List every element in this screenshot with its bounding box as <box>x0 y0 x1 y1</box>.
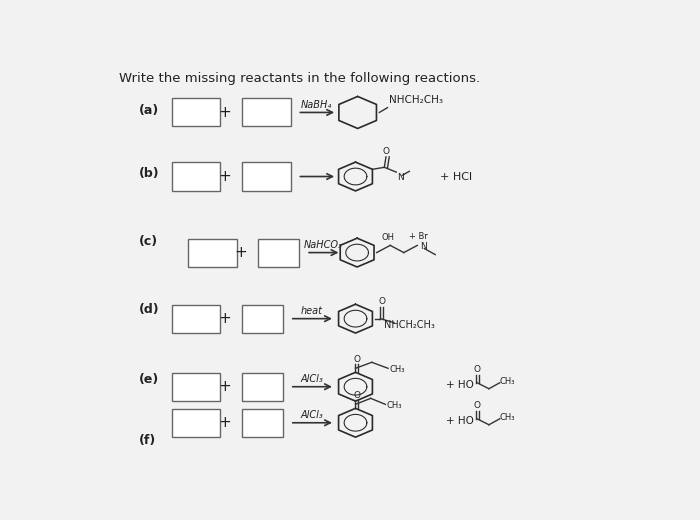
Text: O: O <box>353 355 360 363</box>
Text: O: O <box>473 401 480 410</box>
Text: (c): (c) <box>139 235 158 248</box>
Text: O: O <box>353 391 360 399</box>
Text: + HCl: + HCl <box>440 172 473 181</box>
Text: ⁻: ⁻ <box>424 233 428 239</box>
Text: CH₃: CH₃ <box>386 400 402 410</box>
Bar <box>242 305 283 333</box>
Text: OH: OH <box>381 233 394 242</box>
Bar <box>258 239 299 267</box>
Bar <box>242 373 283 401</box>
Text: CH₃: CH₃ <box>500 378 515 386</box>
Bar <box>242 409 283 437</box>
Text: +: + <box>218 169 231 184</box>
Text: NaBH₄: NaBH₄ <box>301 100 332 110</box>
Text: O: O <box>378 297 385 306</box>
Bar <box>188 239 237 267</box>
Text: +: + <box>218 311 231 326</box>
Text: NaHCO₃: NaHCO₃ <box>304 240 343 250</box>
Text: CH₃: CH₃ <box>500 413 515 422</box>
Text: + Br: + Br <box>410 231 428 241</box>
Text: Write the missing reactants in the following reactions.: Write the missing reactants in the follo… <box>119 72 480 85</box>
Bar <box>172 98 220 126</box>
Bar <box>242 98 291 126</box>
Text: (a): (a) <box>139 105 160 118</box>
Text: +: + <box>218 415 231 430</box>
Text: (d): (d) <box>139 303 160 316</box>
Bar <box>172 305 220 333</box>
Text: NHCH₂CH₃: NHCH₂CH₃ <box>384 320 435 330</box>
Text: NHCH₂CH₃: NHCH₂CH₃ <box>389 95 443 105</box>
Text: (f): (f) <box>139 434 156 447</box>
Text: N: N <box>398 173 404 182</box>
Text: +: + <box>218 105 231 120</box>
Text: +: + <box>218 379 231 394</box>
Text: (b): (b) <box>139 166 160 179</box>
Bar <box>172 409 220 437</box>
Text: AlCl₃: AlCl₃ <box>300 374 323 384</box>
Bar <box>172 162 220 190</box>
Text: (e): (e) <box>139 373 160 386</box>
Text: O: O <box>473 365 480 374</box>
Text: CH₃: CH₃ <box>389 365 405 373</box>
Text: heat: heat <box>300 306 323 316</box>
Text: + HO: + HO <box>446 416 473 426</box>
Text: +: + <box>234 245 247 260</box>
Text: O: O <box>382 148 389 157</box>
Text: N: N <box>420 242 427 251</box>
Text: + HO: + HO <box>446 380 473 389</box>
Bar <box>172 373 220 401</box>
Bar <box>242 162 291 190</box>
Text: AlCl₃: AlCl₃ <box>300 410 323 420</box>
